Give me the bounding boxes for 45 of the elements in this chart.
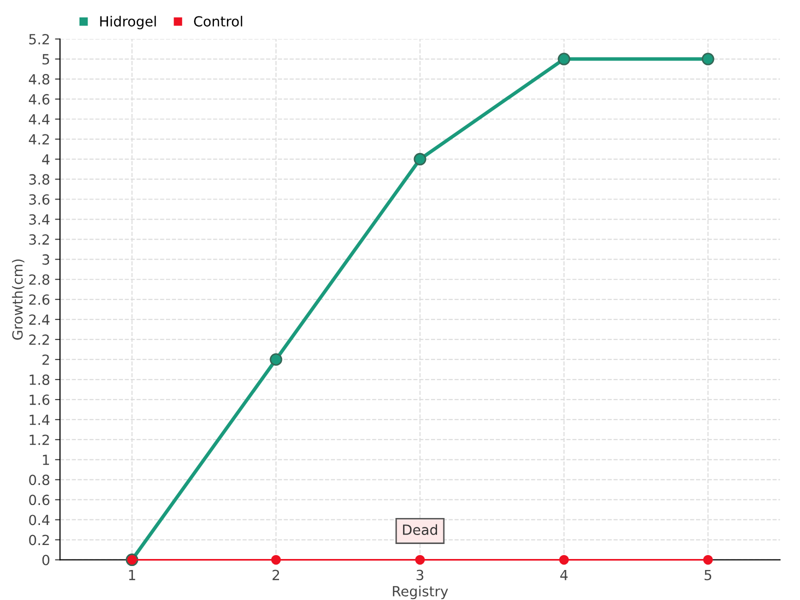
y-tick-label: 4.2 <box>28 134 49 144</box>
y-tick-label: 2 <box>42 354 49 365</box>
y-tick-label: 4 <box>42 154 50 164</box>
point <box>415 554 425 565</box>
y-tick-label: 0.2 <box>29 534 49 546</box>
y-tick-label: 0.6 <box>29 494 50 506</box>
y-tick-label: 2.8 <box>29 274 50 285</box>
point <box>414 152 426 166</box>
point <box>271 554 281 565</box>
annotation: Dead <box>403 524 438 535</box>
y-tick-label: 0.4 <box>29 514 50 526</box>
x-tick-label: 5 <box>704 570 712 580</box>
y-tick-label: 3.2 <box>29 234 49 245</box>
legend-label: Hidrogel <box>100 16 156 30</box>
y-tick-label: 3.4 <box>29 214 50 225</box>
y-tick-label: 4.6 <box>28 94 50 105</box>
y-tick-label: 1.8 <box>30 374 50 385</box>
y-tick-label: 4.4 <box>28 114 50 124</box>
y-tick-label: 2.6 <box>29 294 50 305</box>
y-tick-label: 3 <box>42 254 50 265</box>
x-tick-label: 4 <box>560 570 568 580</box>
y-tick-label: 1.6 <box>30 394 50 406</box>
point <box>558 52 570 66</box>
y-tick-label: 2.4 <box>29 314 50 325</box>
y-tick-label: 1 <box>42 454 49 465</box>
point <box>703 554 713 565</box>
y-tick-label: 5 <box>42 54 50 65</box>
legend-label: Control <box>194 16 242 27</box>
y-tick-label: 1.4 <box>30 414 50 425</box>
y-tick-label: 2.2 <box>29 334 49 345</box>
point <box>559 554 569 565</box>
y-tick-label: 1.2 <box>30 434 49 445</box>
y-tick-label: 5.2 <box>29 34 49 44</box>
x-tick-label: 2 <box>272 570 280 580</box>
x-tick-label: 3 <box>416 570 424 580</box>
y-tick-label: 3.6 <box>29 194 50 205</box>
point <box>270 353 282 366</box>
y-tick-label: 4.8 <box>28 74 50 85</box>
y-tick-label: 3.8 <box>29 174 50 185</box>
x-tick-label: 1 <box>129 570 136 580</box>
x-axis-title: Registry <box>392 586 448 600</box>
y-tick-label: 0 <box>42 554 50 566</box>
y-axis-title: Growth(cm) <box>12 259 24 340</box>
point <box>702 52 714 66</box>
y-tick-label: 0.8 <box>29 474 50 486</box>
